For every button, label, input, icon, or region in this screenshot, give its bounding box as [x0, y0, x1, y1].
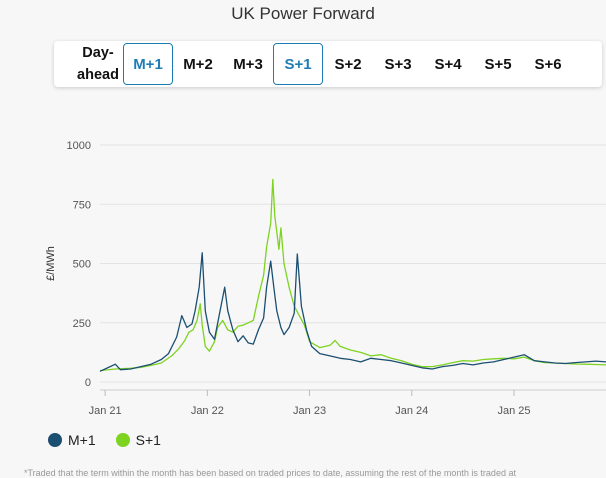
legend-swatch-s1 — [115, 433, 130, 447]
y-tick-label-750: 750 — [73, 199, 91, 211]
x-tick-label-Jan-23: Jan 23 — [293, 405, 326, 417]
footnote: *Traded that the term within the month h… — [24, 468, 516, 478]
tab-m3[interactable]: M+3 — [233, 55, 263, 73]
tab-m1[interactable]: M+1 — [123, 43, 173, 85]
page-title: UK Power Forward — [231, 4, 375, 23]
x-tick-label-Jan-21: Jan 21 — [89, 405, 122, 417]
series-line-S-plus-1 — [99, 178, 606, 372]
legend-label-s1: S+1 — [135, 432, 161, 448]
series-line-M-plus-1 — [99, 252, 606, 372]
tab-s5[interactable]: S+5 — [484, 55, 512, 73]
y-tick-label-1000: 1000 — [67, 140, 91, 152]
legend-item-s1[interactable]: S+1 — [115, 432, 161, 448]
x-tick-label-Jan-24: Jan 24 — [395, 405, 428, 417]
tab-m2[interactable]: M+2 — [183, 55, 213, 73]
chart-legend: M+1 S+1 — [48, 432, 181, 448]
x-tick-label-Jan-25: Jan 25 — [497, 405, 530, 417]
legend-label-m1: M+1 — [68, 432, 96, 448]
y-tick-label-0: 0 — [85, 377, 91, 389]
tab-s1[interactable]: S+1 — [273, 43, 323, 85]
tab-day-ahead-line2: ahead — [77, 67, 119, 83]
x-tick-label-Jan-22: Jan 22 — [191, 405, 224, 417]
legend-swatch-m1 — [48, 433, 62, 447]
tab-s4[interactable]: S+4 — [434, 55, 462, 73]
tab-day-ahead[interactable]: Day- ahead — [68, 43, 128, 85]
y-axis-label: £/MWh — [45, 246, 57, 281]
legend-item-m1[interactable]: M+1 — [48, 432, 96, 448]
tab-s6[interactable]: S+6 — [534, 55, 562, 73]
y-tick-label-250: 250 — [73, 318, 91, 330]
tab-s2[interactable]: S+2 — [334, 55, 362, 73]
tab-s3[interactable]: S+3 — [384, 55, 412, 73]
y-tick-label-500: 500 — [73, 259, 91, 271]
horizon-tabs: Day- ahead M+1 M+2 M+3 S+1 S+2 S+3 S+4 S… — [54, 41, 602, 87]
price-chart: 0 250 500 750 1000 Jan 21 Jan 22 Jan 23 Jan 24 Ja… — [45, 140, 606, 417]
tab-day-ahead-line1: Day- — [82, 45, 114, 61]
